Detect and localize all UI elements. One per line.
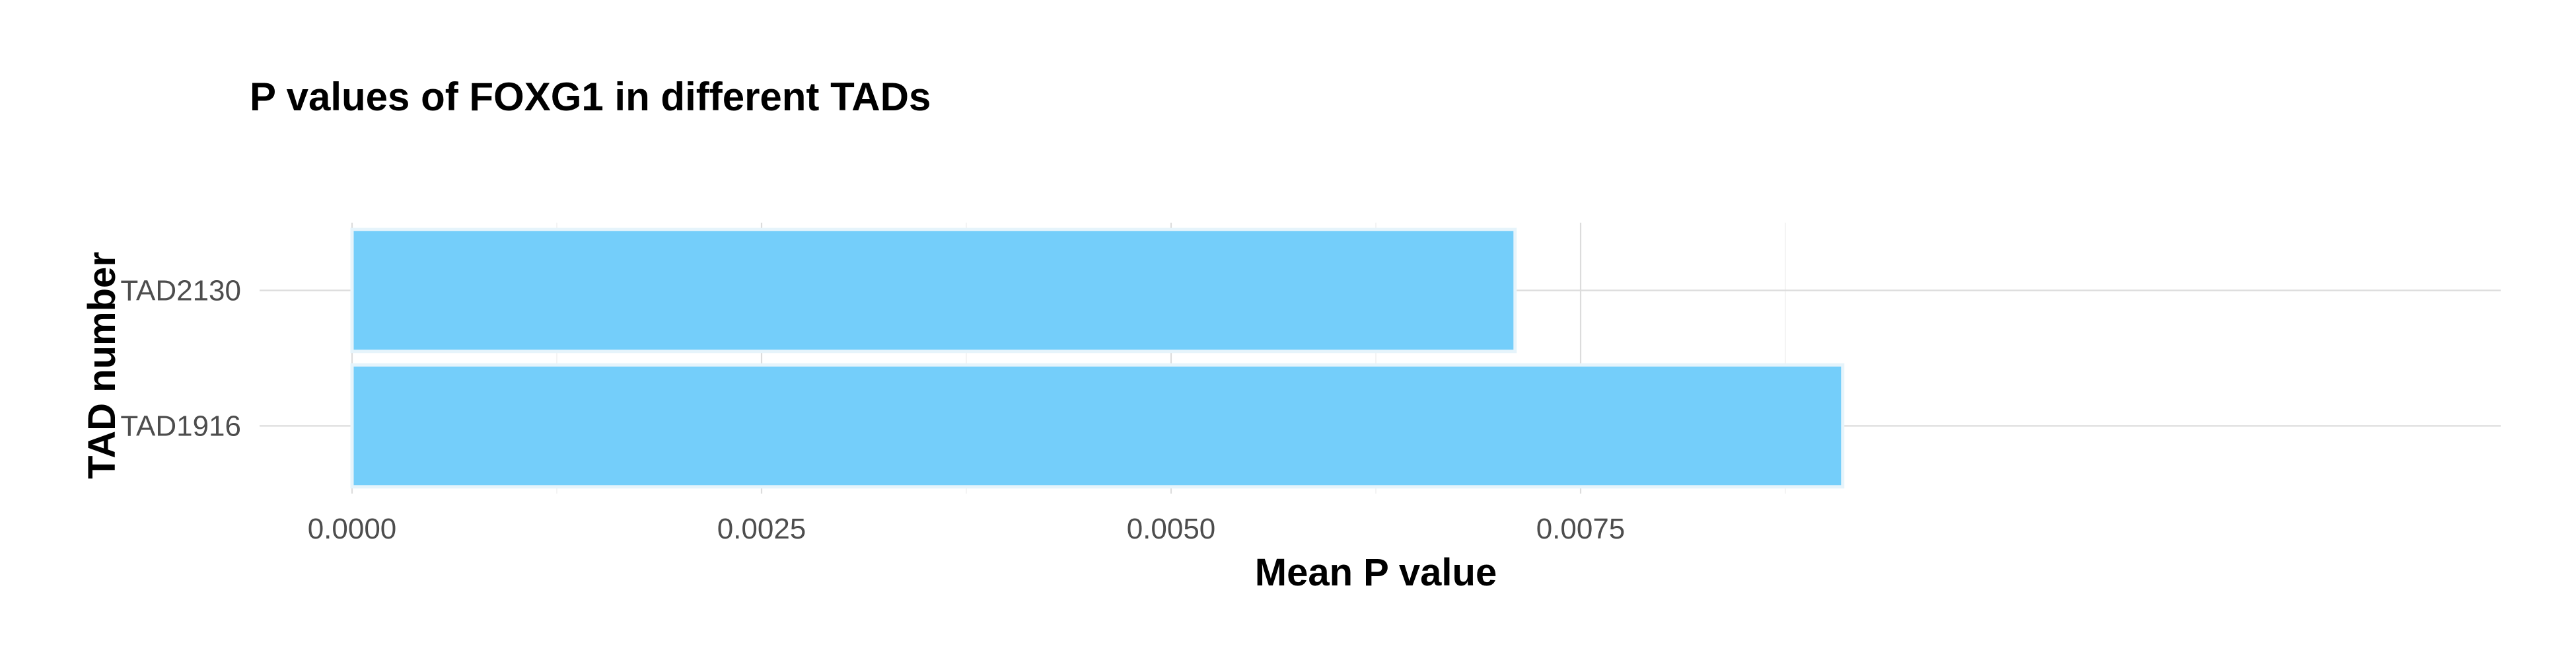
y-tick-label-tad2130: TAD2130 (120, 275, 241, 307)
x-axis-ticks: 0.0000 0.0025 0.0050 0.0075 (308, 513, 1626, 545)
x-tick-label: 0.0075 (1536, 513, 1626, 545)
chart-title: P values of FOXG1 in different TADs (250, 75, 931, 119)
bar-tad1916 (350, 363, 1845, 489)
x-axis-title: Mean P value (1255, 551, 1497, 594)
bar-tad2130 (350, 227, 1517, 354)
x-tick-label: 0.0025 (717, 513, 806, 545)
x-tick-label: 0.0050 (1127, 513, 1216, 545)
x-tick-label: 0.0000 (308, 513, 397, 545)
y-axis-ticks: TAD2130 TAD1916 (120, 275, 241, 443)
y-axis-title: TAD number (81, 252, 124, 479)
bars (350, 227, 1845, 489)
y-tick-label-tad1916: TAD1916 (120, 410, 241, 443)
